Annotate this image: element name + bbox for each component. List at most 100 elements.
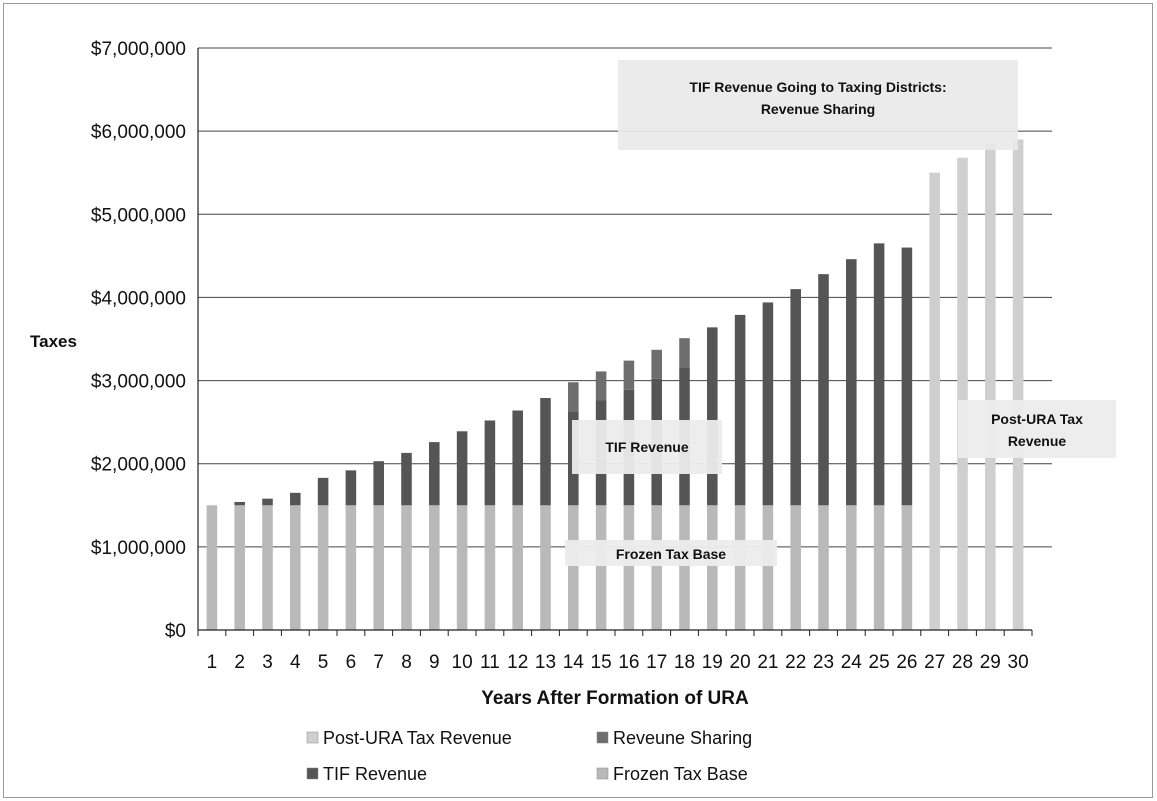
bar-tif-revenue-4 xyxy=(290,492,301,506)
bar-frozen-tax-base-18 xyxy=(679,505,690,630)
bar-reveune-sharing-17 xyxy=(651,349,662,379)
legend-label: Frozen Tax Base xyxy=(613,764,748,784)
annotation-revenue-sharing-line2: Revenue Sharing xyxy=(761,101,875,117)
annotation-tif-revenue: TIF Revenue xyxy=(572,420,722,474)
annotation-frozen-tax-base: Frozen Tax Base xyxy=(565,540,777,566)
bar-frozen-tax-base-7 xyxy=(373,505,384,630)
legend-swatch xyxy=(596,767,609,780)
bar-frozen-tax-base-26 xyxy=(901,505,913,630)
y-tick-label: $7,000,000 xyxy=(91,39,186,60)
annotation-frozen-tax-base-label: Frozen Tax Base xyxy=(616,546,726,562)
y-tick-label: $1,000,000 xyxy=(91,538,186,559)
x-tick-label: 27 xyxy=(924,652,945,673)
bar-frozen-tax-base-22 xyxy=(790,505,801,630)
x-tick-label: 24 xyxy=(841,652,863,673)
x-tick-label: 11 xyxy=(480,652,500,673)
bar-reveune-sharing-15 xyxy=(595,371,607,401)
x-tick-label: 3 xyxy=(262,652,273,673)
bar-tif-revenue-19 xyxy=(707,327,718,506)
bar-tif-revenue-22 xyxy=(790,289,801,506)
x-tick-label: 6 xyxy=(346,652,357,673)
bar-reveune-sharing-16 xyxy=(623,360,635,390)
bar-tif-revenue-25 xyxy=(873,243,885,506)
bar-frozen-tax-base-16 xyxy=(623,505,635,630)
bar-frozen-tax-base-25 xyxy=(873,505,885,630)
bar-tif-revenue-5 xyxy=(317,477,329,506)
bar-tif-revenue-24 xyxy=(846,259,857,506)
bar-post-ura-tax-revenue-27 xyxy=(929,172,940,630)
x-tick-label: 28 xyxy=(952,652,973,673)
legend-swatch xyxy=(306,767,319,780)
x-tick-label: 15 xyxy=(591,652,612,673)
bar-frozen-tax-base-10 xyxy=(456,505,468,630)
x-tick-label: 9 xyxy=(429,652,440,673)
bar-tif-revenue-23 xyxy=(818,274,829,506)
bar-frozen-tax-base-11 xyxy=(484,505,496,630)
bar-tif-revenue-3 xyxy=(262,498,273,506)
bar-post-ura-tax-revenue-28 xyxy=(957,157,968,630)
x-tick-label: 7 xyxy=(373,652,384,673)
x-tick-label: 20 xyxy=(730,652,751,673)
bar-frozen-tax-base-24 xyxy=(846,505,857,630)
annotation-post-ura: Post-URA Tax Revenue xyxy=(958,400,1116,458)
bar-reveune-sharing-18 xyxy=(679,338,690,368)
bar-post-ura-tax-revenue-29 xyxy=(985,143,996,630)
bar-frozen-tax-base-3 xyxy=(262,505,273,630)
bar-frozen-tax-base-5 xyxy=(317,505,329,630)
x-tick-label: 21 xyxy=(757,652,778,673)
bar-frozen-tax-base-17 xyxy=(651,505,662,630)
bar-frozen-tax-base-19 xyxy=(707,505,718,630)
bar-post-ura-tax-revenue-30 xyxy=(1012,139,1024,630)
x-tick-label: 16 xyxy=(618,652,639,673)
x-tick-label: 22 xyxy=(785,652,806,673)
bar-frozen-tax-base-12 xyxy=(512,505,523,630)
x-axis-title: Years After Formation of URA xyxy=(481,688,749,709)
x-tick-label: 18 xyxy=(674,652,695,673)
legend-swatch xyxy=(596,731,609,744)
y-tick-label: $5,000,000 xyxy=(91,205,186,226)
x-tick-label: 4 xyxy=(290,652,301,673)
annotation-tif-revenue-label: TIF Revenue xyxy=(605,439,688,455)
chart-frame xyxy=(3,3,1153,798)
bar-frozen-tax-base-21 xyxy=(762,505,774,630)
x-tick-label: 2 xyxy=(234,652,245,673)
bar-tif-revenue-7 xyxy=(373,461,384,506)
bar-tif-revenue-6 xyxy=(345,470,357,506)
x-tick-label: 17 xyxy=(646,652,667,673)
bar-frozen-tax-base-20 xyxy=(734,505,746,630)
legend: Post-URA Tax Revenue Reveune Sharing TIF R… xyxy=(306,728,752,784)
bar-reveune-sharing-14 xyxy=(568,382,579,412)
bar-frozen-tax-base-9 xyxy=(429,505,440,630)
x-tick-label: 14 xyxy=(563,652,585,673)
bar-frozen-tax-base-2 xyxy=(234,505,245,630)
bar-frozen-tax-base-23 xyxy=(818,505,829,630)
x-tick-label: 30 xyxy=(1008,652,1029,673)
annotation-revenue-sharing-line1: TIF Revenue Going to Taxing Districts: xyxy=(689,79,946,95)
bar-tif-revenue-2 xyxy=(234,501,245,506)
annotation-post-ura-line2: Revenue xyxy=(1008,433,1067,449)
bar-series xyxy=(206,139,1024,630)
x-tick-label: 19 xyxy=(702,652,723,673)
bar-frozen-tax-base-13 xyxy=(540,505,551,630)
bar-tif-revenue-26 xyxy=(901,247,913,506)
legend-label: TIF Revenue xyxy=(323,764,427,784)
x-tick-label: 5 xyxy=(318,652,329,673)
bar-frozen-tax-base-4 xyxy=(290,505,301,630)
y-tick-label: $6,000,000 xyxy=(91,122,186,143)
x-tick-label: 26 xyxy=(896,652,917,673)
legend-label: Post-URA Tax Revenue xyxy=(323,728,512,748)
y-tick-label: $0 xyxy=(165,621,186,642)
x-tick-label: 13 xyxy=(535,652,556,673)
bar-tif-revenue-12 xyxy=(512,410,523,506)
bar-frozen-tax-base-14 xyxy=(568,505,579,630)
bar-frozen-tax-base-8 xyxy=(401,505,412,630)
y-tick-label: $2,000,000 xyxy=(91,455,186,476)
x-tick-label: 1 xyxy=(207,652,218,673)
x-tick-label: 10 xyxy=(452,652,473,673)
x-tick-label: 8 xyxy=(401,652,412,673)
legend-label: Reveune Sharing xyxy=(613,728,752,748)
bar-tif-revenue-11 xyxy=(484,420,496,506)
x-axis-ticks: 1 2 3 4 5 6 7 8 9 10 11 12 13 14 15 16 17 18 19 20 21 22 23 24 2… xyxy=(197,630,1033,673)
bar-tif-revenue-21 xyxy=(762,302,774,506)
